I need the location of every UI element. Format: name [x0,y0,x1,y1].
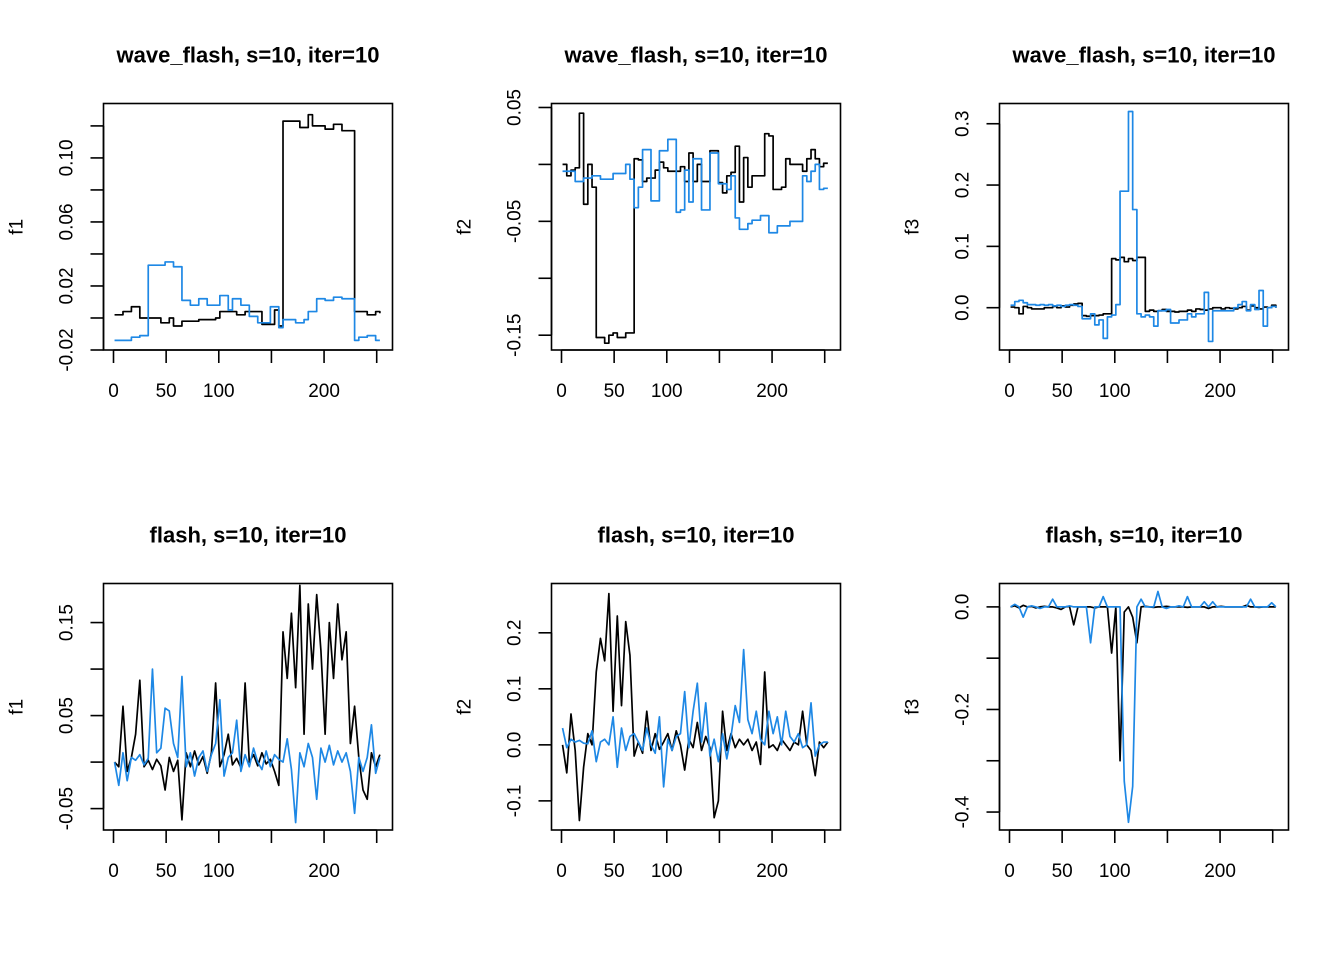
x-tick-label: 200 [756,861,788,882]
series-line-1 [561,592,829,822]
series-line-2 [114,261,380,342]
y-tick-label: 0.0 [953,594,974,620]
x-tick-label: 100 [651,381,683,402]
y-tick-label: 0.05 [505,89,526,126]
y-tick-label: -0.1 [505,784,526,817]
y-tick-label: 0.05 [57,697,78,734]
y-tick-label: 0.02 [57,267,78,304]
series-line-2 [562,138,828,234]
x-tick-label: 200 [308,861,340,882]
series-line-2 [1010,590,1277,824]
panel-4: 0 50 100 200 -0.05 0.05 0.15 f1 flash, s=10, ite… [7,523,394,882]
y-axis-label: f1 [7,219,28,235]
panel-1: 0 50 100 200 -0.02 0.02 0.06 0.10 f1 wave_flash, … [7,43,394,402]
y-tick-label: 0.0 [505,732,526,758]
x-tick-label: 100 [1099,381,1131,402]
plot-frame [998,102,1290,351]
y-tick-label: 0.06 [57,203,78,240]
x-tick-label: 50 [1052,861,1073,882]
x-tick-label: 0 [108,861,119,882]
x-tick-label: 200 [1204,381,1236,402]
y-tick-label: -0.02 [57,328,78,371]
y-axis-label: f2 [455,219,476,235]
x-tick-label: 0 [1004,861,1015,882]
series-line-2 [1010,110,1277,343]
y-tick-label: 0.3 [953,111,974,137]
chart-title: wave_flash, s=10, iter=10 [1012,43,1276,68]
x-tick-label: 50 [156,381,177,402]
x-tick-label: 50 [604,861,625,882]
x-tick-label: 100 [203,381,235,402]
series-line-1 [1010,256,1277,318]
chart-title: wave_flash, s=10, iter=10 [116,43,380,68]
x-tick-label: 0 [556,861,567,882]
series-line-2 [561,648,828,788]
series-line-1 [1010,604,1276,762]
y-axis-label: f3 [903,699,924,715]
x-tick-label: 100 [651,861,683,882]
panel-3: 0 50 100 200 0.0 0.1 0.2 0.3 f3 wave_flash, s=10,… [903,43,1290,402]
y-tick-label: -0.4 [953,795,974,828]
y-tick-label: 0.0 [953,294,974,320]
x-tick-label: 0 [556,381,567,402]
y-tick-label: 0.1 [505,676,526,702]
x-tick-label: 200 [756,381,788,402]
x-tick-label: 50 [1052,381,1073,402]
plot-frame [102,102,394,351]
x-tick-label: 0 [108,381,119,402]
panel-5: 0 50 100 200 -0.1 0.0 0.1 0.2 f2 flash, s=10, ite… [455,523,842,882]
y-tick-label: -0.05 [57,787,78,830]
x-tick-label: 200 [308,381,340,402]
y-tick-label: -0.2 [953,693,974,726]
y-axis-label: f2 [455,699,476,715]
x-tick-label: 200 [1204,861,1236,882]
y-tick-label: -0.05 [505,200,526,243]
series-line-1 [113,584,381,821]
y-axis-label: f1 [7,699,28,715]
y-tick-label: 0.15 [57,604,78,641]
chart-title: wave_flash, s=10, iter=10 [564,43,828,68]
panel-2: 0 50 100 200 -0.15 -0.05 0.05 f2 wave_flash, s=1… [455,43,842,402]
chart-title: flash, s=10, iter=10 [1046,523,1243,548]
y-tick-label: 0.2 [953,172,974,198]
panel-6: 0 50 100 200 -0.4 -0.2 0.0 f3 flash, s=10, iter=… [903,523,1290,882]
x-tick-label: 50 [156,861,177,882]
series-line-2 [113,668,381,824]
series-line-1 [114,113,381,327]
chart-title: flash, s=10, iter=10 [598,523,795,548]
series-line-1 [562,112,828,345]
y-tick-label: -0.15 [505,314,526,357]
x-tick-label: 50 [604,381,625,402]
plot-frame [998,582,1290,831]
y-tick-label: 0.1 [953,233,974,259]
x-tick-label: 100 [203,861,235,882]
y-axis-label: f3 [903,219,924,235]
plot-frame [550,102,842,351]
x-tick-label: 100 [1099,861,1131,882]
y-tick-label: 0.2 [505,620,526,646]
chart-title: flash, s=10, iter=10 [150,523,347,548]
x-tick-label: 0 [1004,381,1015,402]
y-tick-label: 0.10 [57,139,78,176]
